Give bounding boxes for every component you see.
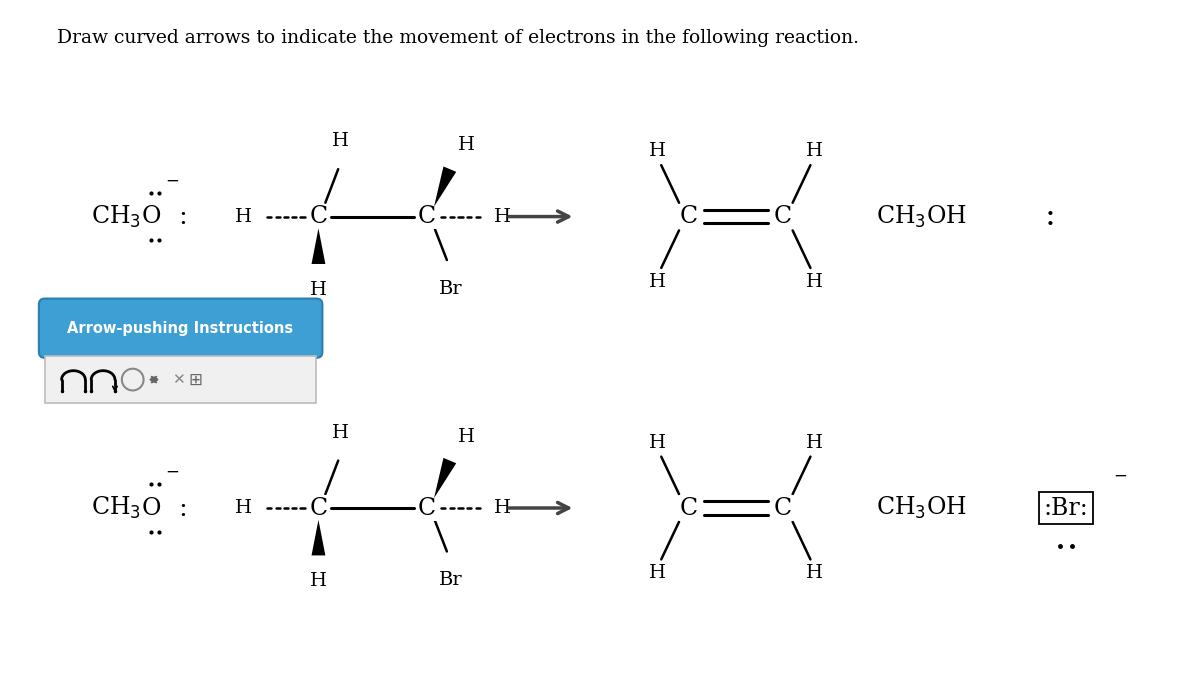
Text: H: H bbox=[806, 142, 823, 160]
Text: H: H bbox=[649, 564, 666, 582]
Text: Br: Br bbox=[439, 279, 463, 297]
Text: O: O bbox=[142, 497, 161, 520]
Text: −: − bbox=[1114, 468, 1128, 485]
Text: :: : bbox=[178, 204, 187, 229]
FancyBboxPatch shape bbox=[44, 356, 317, 403]
Text: :: : bbox=[1044, 201, 1055, 232]
Text: CH$_3$: CH$_3$ bbox=[90, 495, 140, 521]
Text: :: : bbox=[178, 495, 187, 520]
Text: C: C bbox=[680, 497, 698, 520]
Text: H: H bbox=[235, 208, 252, 226]
Text: ✕: ✕ bbox=[172, 372, 185, 387]
Text: H: H bbox=[458, 428, 475, 446]
Text: CH$_3$OH: CH$_3$OH bbox=[876, 204, 966, 230]
Text: −: − bbox=[166, 172, 179, 190]
Text: C: C bbox=[418, 497, 436, 520]
Text: H: H bbox=[649, 273, 666, 290]
Text: H: H bbox=[493, 499, 511, 517]
Text: H: H bbox=[331, 424, 349, 442]
Text: H: H bbox=[806, 434, 823, 452]
Text: CH$_3$OH: CH$_3$OH bbox=[876, 495, 966, 521]
Text: O: O bbox=[142, 205, 161, 228]
Text: −: − bbox=[166, 464, 179, 481]
Text: H: H bbox=[310, 572, 326, 590]
Polygon shape bbox=[434, 166, 456, 207]
Text: H: H bbox=[806, 564, 823, 582]
Text: H: H bbox=[310, 281, 326, 299]
Text: C: C bbox=[418, 205, 436, 228]
Text: H: H bbox=[649, 434, 666, 452]
Text: H: H bbox=[458, 137, 475, 155]
Polygon shape bbox=[312, 228, 325, 264]
Text: Arrow-pushing Instructions: Arrow-pushing Instructions bbox=[67, 321, 293, 336]
Text: H: H bbox=[493, 208, 511, 226]
Text: Br: Br bbox=[439, 571, 463, 589]
Text: H: H bbox=[806, 273, 823, 290]
Text: H: H bbox=[331, 132, 349, 150]
Text: C: C bbox=[310, 205, 328, 228]
Text: C: C bbox=[680, 205, 698, 228]
Text: C: C bbox=[310, 497, 328, 520]
Text: C: C bbox=[774, 205, 792, 228]
Text: H: H bbox=[649, 142, 666, 160]
Polygon shape bbox=[312, 520, 325, 555]
Text: CH$_3$: CH$_3$ bbox=[90, 204, 140, 230]
Text: C: C bbox=[774, 497, 792, 520]
FancyBboxPatch shape bbox=[38, 299, 323, 358]
Polygon shape bbox=[434, 458, 456, 498]
Text: :Br:: :Br: bbox=[1044, 497, 1088, 520]
Text: Draw curved arrows to indicate the movement of electrons in the following reacti: Draw curved arrows to indicate the movem… bbox=[56, 29, 859, 47]
Text: ⊞: ⊞ bbox=[188, 371, 202, 388]
Text: H: H bbox=[235, 499, 252, 517]
